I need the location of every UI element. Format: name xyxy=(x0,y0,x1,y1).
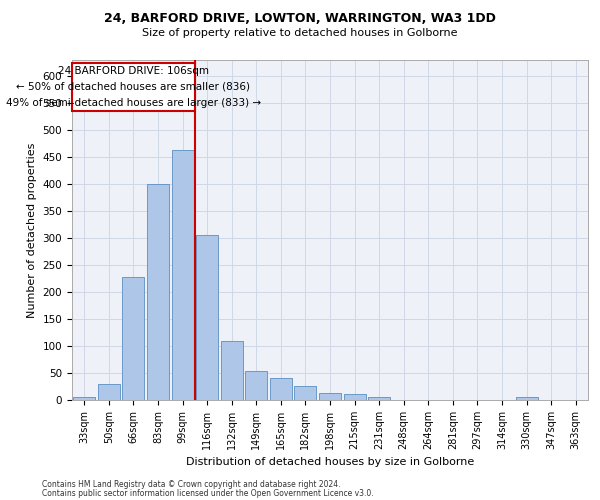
Bar xyxy=(319,393,341,400)
Text: Size of property relative to detached houses in Golborne: Size of property relative to detached ho… xyxy=(142,28,458,38)
Bar xyxy=(368,398,390,400)
Bar xyxy=(172,150,194,400)
Bar xyxy=(270,378,292,400)
Bar xyxy=(122,277,145,400)
Bar xyxy=(196,236,218,400)
Y-axis label: Number of detached properties: Number of detached properties xyxy=(27,142,37,318)
Bar xyxy=(221,340,243,400)
Text: ← 50% of detached houses are smaller (836): ← 50% of detached houses are smaller (83… xyxy=(16,82,250,92)
Bar xyxy=(295,386,316,400)
Text: 49% of semi-detached houses are larger (833) →: 49% of semi-detached houses are larger (… xyxy=(6,98,261,108)
Text: 24 BARFORD DRIVE: 106sqm: 24 BARFORD DRIVE: 106sqm xyxy=(58,66,209,76)
Bar xyxy=(73,398,95,400)
Bar xyxy=(344,394,365,400)
Bar xyxy=(147,184,169,400)
Text: 24, BARFORD DRIVE, LOWTON, WARRINGTON, WA3 1DD: 24, BARFORD DRIVE, LOWTON, WARRINGTON, W… xyxy=(104,12,496,26)
Bar xyxy=(515,398,538,400)
Text: Contains HM Land Registry data © Crown copyright and database right 2024.: Contains HM Land Registry data © Crown c… xyxy=(42,480,341,489)
Text: Contains public sector information licensed under the Open Government Licence v3: Contains public sector information licen… xyxy=(42,488,374,498)
Bar xyxy=(245,372,268,400)
Bar xyxy=(98,384,120,400)
Bar xyxy=(72,62,195,112)
X-axis label: Distribution of detached houses by size in Golborne: Distribution of detached houses by size … xyxy=(186,458,474,468)
